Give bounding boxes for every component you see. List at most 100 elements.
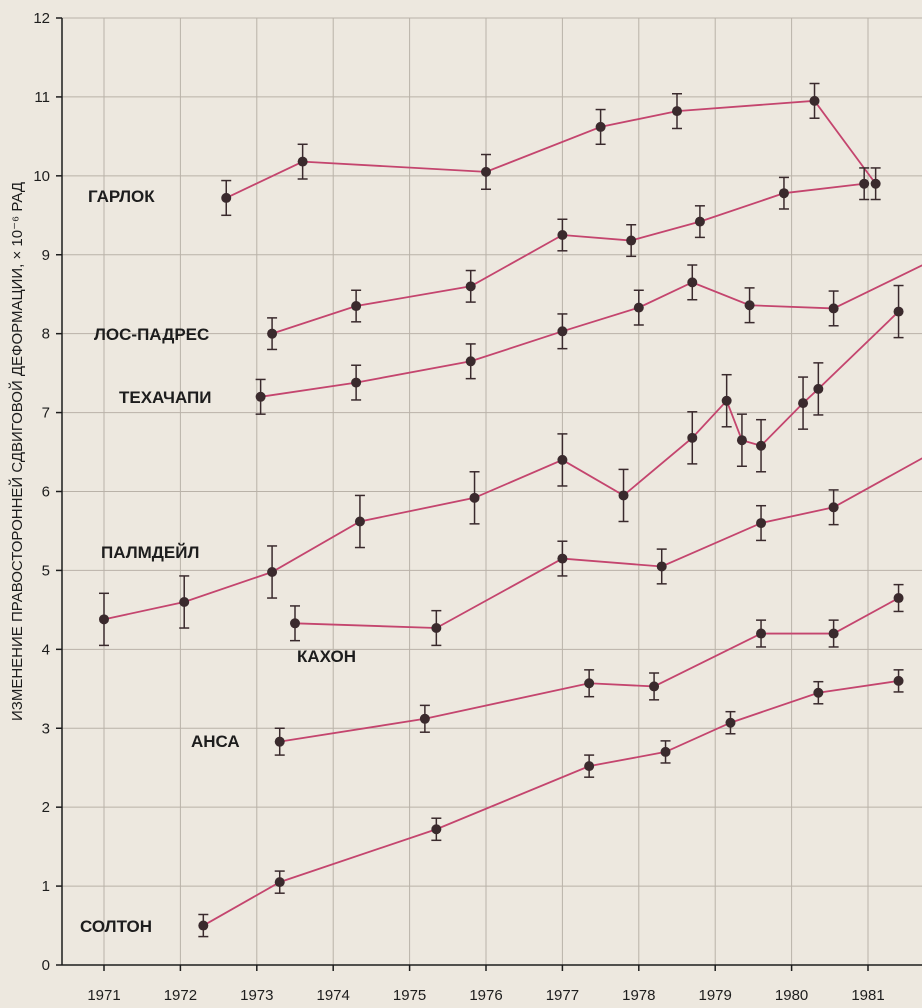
- data-point: [893, 675, 904, 686]
- y-tick-label: 2: [42, 799, 50, 816]
- data-point: [893, 593, 904, 604]
- y-tick-label: 8: [42, 326, 50, 343]
- series-label-КАХОН: КАХОН: [297, 647, 356, 666]
- data-point: [798, 398, 809, 409]
- axes: [56, 17, 922, 971]
- y-axis-title: ИЗМЕНЕНИЕ ПРАВОСТОРОННЕЙ СДВИГОВОЙ ДЕФОР…: [8, 182, 26, 721]
- y-tick-label: 12: [33, 10, 50, 27]
- data-point: [736, 435, 747, 446]
- y-tick-label: 6: [42, 484, 50, 501]
- data-point: [290, 618, 300, 629]
- data-point: [465, 281, 476, 292]
- data-point: [267, 566, 278, 577]
- data-point: [431, 623, 442, 634]
- series-label-ЛОС-ПАДРЕС: ЛОС-ПАДРЕС: [94, 325, 209, 344]
- data-point: [756, 440, 767, 451]
- series-line: [103, 310, 900, 621]
- data-point: [431, 824, 442, 835]
- series-ТЕХАЧАПИ: [255, 264, 922, 415]
- data-point: [557, 326, 568, 337]
- y-tick-label: 0: [42, 957, 50, 974]
- series-label-СОЛТОН: СОЛТОН: [80, 917, 152, 936]
- x-tick-label: 1977: [546, 987, 579, 1004]
- y-tick-label: 7: [42, 405, 50, 422]
- series-layer: [99, 82, 922, 938]
- data-point: [557, 553, 568, 564]
- series-СОЛТОН: [198, 669, 904, 938]
- data-point: [828, 628, 839, 639]
- data-point: [721, 395, 732, 406]
- x-tick-label: 1972: [164, 987, 197, 1004]
- y-tick-label: 5: [42, 562, 50, 579]
- data-point: [557, 230, 568, 241]
- y-tick-label: 10: [33, 168, 50, 185]
- data-point: [297, 156, 308, 167]
- series-ЛОС-ПАДРЕС: [267, 167, 870, 351]
- y-tick-label: 4: [42, 641, 50, 658]
- data-point: [419, 713, 430, 724]
- series-line: [225, 99, 877, 199]
- data-point: [694, 216, 705, 227]
- data-point: [626, 235, 637, 246]
- data-point: [870, 178, 881, 189]
- data-point: [859, 178, 870, 189]
- x-tick-label: 1978: [622, 987, 655, 1004]
- data-point: [255, 391, 266, 402]
- x-tick-label: 1975: [393, 987, 426, 1004]
- data-point: [198, 920, 209, 931]
- y-tick-label: 3: [42, 720, 50, 737]
- series-label-АНСА: АНСА: [191, 732, 240, 751]
- data-point: [618, 490, 629, 501]
- series-ГАРЛОК: [221, 82, 881, 217]
- data-point: [99, 614, 109, 625]
- data-point: [660, 746, 671, 757]
- data-point: [813, 687, 824, 698]
- data-point: [687, 432, 698, 443]
- y-tick-label: 1: [42, 878, 50, 895]
- data-point: [672, 106, 682, 117]
- data-point: [725, 717, 736, 728]
- data-point: [351, 301, 362, 312]
- data-point: [893, 306, 904, 317]
- data-point: [687, 277, 698, 288]
- data-point: [828, 502, 839, 513]
- data-point: [595, 121, 606, 132]
- data-point: [465, 356, 476, 367]
- y-tick-label: 11: [34, 89, 50, 106]
- series-line: [260, 264, 922, 398]
- data-point: [179, 596, 190, 607]
- data-point: [274, 877, 285, 888]
- series-label-ГАРЛОК: ГАРЛОК: [88, 187, 155, 206]
- data-point: [354, 516, 365, 527]
- data-point: [351, 377, 362, 388]
- data-point: [584, 678, 595, 689]
- data-point: [813, 383, 824, 394]
- x-tick-label: 1980: [775, 987, 808, 1004]
- data-point: [557, 454, 568, 465]
- data-point: [481, 166, 491, 177]
- series-АНСА: [274, 583, 904, 756]
- data-point: [274, 736, 285, 747]
- data-point: [756, 628, 767, 639]
- data-point: [584, 761, 595, 772]
- data-point: [744, 300, 755, 311]
- x-tick-label: 1976: [469, 987, 502, 1004]
- series-КАХОН: [290, 457, 922, 647]
- series-line: [271, 182, 865, 335]
- data-point: [633, 302, 644, 313]
- data-point: [828, 303, 839, 314]
- x-tick-label: 1981: [851, 987, 884, 1004]
- y-tick-label: 9: [42, 247, 50, 264]
- series-line: [202, 680, 899, 927]
- data-point: [756, 518, 767, 529]
- data-point: [221, 192, 232, 203]
- data-point: [267, 328, 278, 339]
- data-point: [809, 95, 820, 106]
- x-tick-label: 1974: [317, 987, 350, 1004]
- data-point: [778, 188, 789, 199]
- series-line: [294, 457, 922, 629]
- data-point: [469, 492, 480, 503]
- grid-lines: [62, 17, 922, 965]
